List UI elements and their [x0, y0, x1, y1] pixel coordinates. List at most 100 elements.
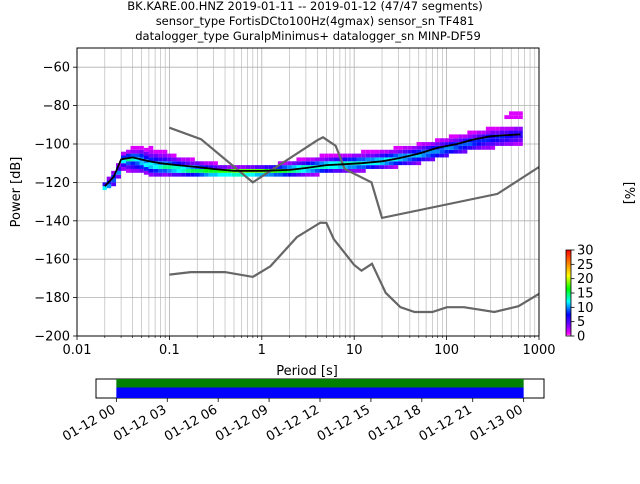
density-cell: [236, 165, 241, 169]
y-tick-label: −120: [34, 176, 70, 191]
density-cell: [379, 157, 385, 162]
density-cell: [268, 165, 274, 169]
density-cell: [370, 153, 375, 158]
density-cell: [411, 149, 417, 154]
density-cell: [139, 145, 144, 150]
density-cell: [301, 168, 306, 173]
density-cell: [485, 130, 491, 135]
density-cell: [148, 165, 154, 169]
density-cell: [171, 153, 177, 158]
density-cell: [508, 130, 514, 135]
density-cell: [167, 165, 172, 169]
x-tick-label: 0.01: [63, 343, 92, 358]
density-cell: [416, 153, 422, 158]
density-cell: [301, 172, 306, 177]
density-cell: [402, 157, 408, 162]
density-cell: [130, 153, 135, 158]
density-cell: [314, 172, 320, 177]
density-cell: [130, 168, 135, 173]
density-cell: [143, 167, 149, 171]
density-cell: [467, 134, 473, 139]
density-cell: [384, 149, 389, 154]
density-cell: [176, 157, 182, 162]
density-cell: [158, 149, 163, 154]
density-cell: [314, 157, 320, 162]
density-cell: [462, 138, 468, 143]
density-cell: [134, 153, 140, 158]
density-cell: [314, 161, 320, 166]
density-cell: [106, 184, 112, 189]
density-cell: [370, 157, 375, 162]
density-cell: [513, 111, 519, 116]
mean-curve: [104, 133, 521, 187]
density-cell: [139, 153, 144, 158]
density-cell: [490, 145, 496, 150]
density-cell: [120, 167, 127, 171]
density-cell: [361, 157, 366, 162]
coverage-tick-label: 01-13 00: [468, 402, 526, 444]
density-cell: [416, 161, 422, 166]
density-cell: [176, 172, 182, 177]
density-cell: [328, 153, 334, 158]
density-cell: [458, 134, 463, 139]
density-cell: [374, 153, 380, 158]
y-ticks: −60 −80 −100 −120 −140 −160 −180 −200: [34, 61, 77, 345]
density-cell: [379, 153, 385, 158]
density-cell: [259, 172, 265, 177]
density-cell: [116, 167, 121, 171]
density-cell: [162, 168, 168, 173]
density-cell: [126, 157, 131, 162]
coverage-tick-label: 01-12 12: [264, 402, 322, 444]
density-cell: [287, 165, 292, 169]
coverage-bars: [116, 379, 524, 398]
density-cell: [495, 126, 500, 131]
density-cell: [185, 172, 191, 177]
density-cell: [513, 130, 519, 135]
density-cell: [319, 153, 325, 158]
density-cell: [508, 134, 514, 139]
density-cell: [504, 130, 509, 135]
density-cell: [398, 149, 403, 154]
coverage-tick-label: 01-12 06: [162, 402, 220, 444]
density-cell: [425, 142, 431, 146]
density-cell: [361, 149, 366, 154]
density-cell: [176, 161, 182, 166]
density-cell: [495, 130, 500, 135]
data-coverage-bar: [116, 387, 524, 398]
density-cell: [296, 168, 302, 173]
density-cell: [499, 134, 505, 139]
density-cell: [402, 149, 408, 154]
density-cell: [448, 138, 454, 143]
density-cell: [181, 165, 186, 169]
density-cell: [213, 165, 218, 169]
density-cell: [106, 176, 112, 181]
density-cell: [102, 182, 107, 187]
mean-curve-layer: [104, 133, 521, 187]
density-cell: [448, 142, 454, 146]
density-cell: [351, 165, 357, 169]
density-cell: [333, 161, 339, 166]
density-cell: [162, 165, 168, 169]
density-cell: [130, 145, 135, 150]
density-cell: [481, 145, 486, 150]
density-cell: [402, 161, 408, 166]
density-cell: [356, 165, 362, 169]
density-cell: [126, 149, 131, 154]
density-cell: [213, 168, 218, 173]
density-cell: [190, 161, 195, 166]
density-cell: [143, 147, 149, 152]
density-cell: [476, 142, 482, 146]
density-cell: [402, 153, 408, 158]
density-cell: [504, 138, 509, 143]
colorbar-tick-label: 5: [577, 315, 585, 330]
density-cell: [213, 172, 218, 177]
density-cell: [444, 142, 449, 146]
density-cell: [314, 168, 320, 173]
density-cell: [153, 153, 159, 158]
density-cell: [296, 165, 302, 169]
density-cell: [448, 149, 454, 154]
density-cell: [217, 168, 223, 173]
density-cell: [126, 161, 131, 166]
density-cell: [490, 126, 496, 131]
